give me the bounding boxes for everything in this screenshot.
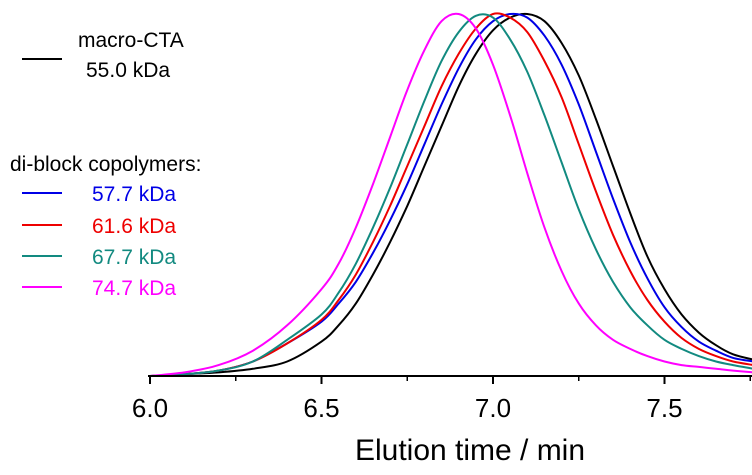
legend-group-title: di-block copolymers: [10,153,201,176]
legend-label-4: 74.7 kDa [92,277,176,300]
series-layer [149,12,752,377]
x-tick-label-1: 6.5 [303,393,339,423]
x-axis-title: Elution time / min [355,434,585,467]
series-line-2 [149,12,752,377]
x-tick-label-2: 7.0 [475,393,511,423]
legend-label-3: 67.7 kDa [92,246,176,269]
series-line-1 [149,12,752,377]
legend-label-2: 61.6 kDa [92,215,176,238]
series-line-4 [149,12,752,377]
series-line-3 [149,13,752,377]
legend-label-0: macro-CTA [78,29,184,52]
legend-label-0b: 55.0 kDa [86,59,170,82]
x-ticks: 6.0 6.5 7.0 7.5 [132,376,751,423]
legend-label-1: 57.7 kDa [92,183,176,206]
series-line-0 [149,12,752,377]
x-tick-label-3: 7.5 [646,393,682,423]
legend: di-block copolymers: macro-CTA 55.0 kDa 57… [10,29,201,300]
x-tick-label-0: 6.0 [132,393,168,423]
